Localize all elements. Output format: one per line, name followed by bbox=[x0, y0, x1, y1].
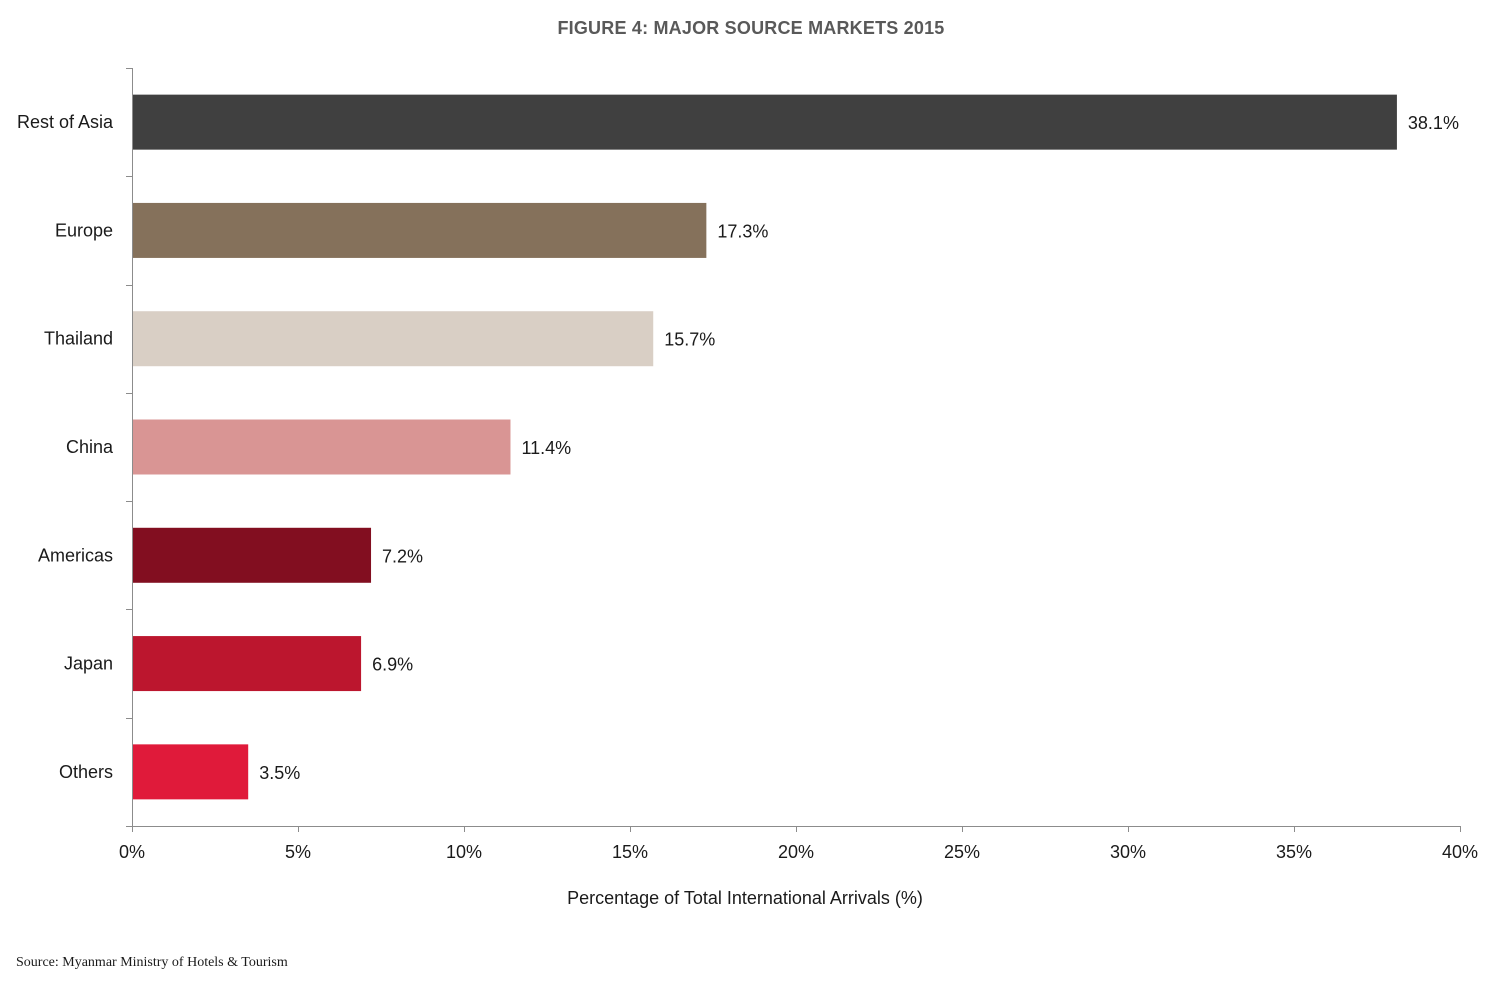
x-axis-title: Percentage of Total International Arriva… bbox=[567, 888, 923, 908]
category-label: Rest of Asia bbox=[17, 112, 114, 132]
x-tick-label: 5% bbox=[285, 842, 311, 862]
bar bbox=[133, 527, 372, 583]
bar-value-label: 6.9% bbox=[372, 655, 413, 675]
bar-value-label: 17.3% bbox=[717, 221, 768, 241]
category-label: Europe bbox=[55, 220, 113, 240]
bar-value-label: 11.4% bbox=[521, 438, 571, 458]
bar-value-label: 7.2% bbox=[382, 546, 423, 566]
bar bbox=[133, 636, 362, 692]
chart-title: FIGURE 4: MAJOR SOURCE MARKETS 2015 bbox=[557, 18, 945, 38]
bar-value-label: 3.5% bbox=[259, 763, 300, 783]
bar bbox=[133, 311, 654, 367]
source-note: Source: Myanmar Ministry of Hotels & Tou… bbox=[16, 955, 288, 970]
x-tick-label: 20% bbox=[778, 842, 814, 862]
x-tick-labels-layer: 0% 5% 10% 15% 20% 25% 30% 35% 40% bbox=[119, 842, 1478, 862]
bar bbox=[133, 202, 707, 258]
x-ticks-layer bbox=[132, 826, 1461, 832]
bar bbox=[133, 94, 1397, 150]
x-tick-label: 15% bbox=[612, 842, 648, 862]
bar bbox=[133, 419, 511, 475]
category-label: Japan bbox=[64, 654, 113, 674]
bars-layer bbox=[133, 94, 1397, 800]
bar bbox=[133, 744, 249, 800]
bar-value-label: 15.7% bbox=[664, 330, 715, 350]
y-ticks-layer bbox=[126, 68, 132, 827]
x-tick-label: 35% bbox=[1276, 842, 1312, 862]
x-tick-label: 0% bbox=[119, 842, 145, 862]
category-labels-layer: Rest of Asia Europe Thailand China Americas J… bbox=[17, 112, 114, 782]
category-label: China bbox=[66, 437, 114, 457]
x-tick-label: 30% bbox=[1110, 842, 1146, 862]
category-label: Americas bbox=[38, 545, 113, 565]
x-tick-label: 25% bbox=[944, 842, 980, 862]
x-tick-label: 10% bbox=[446, 842, 482, 862]
x-tick-label: 40% bbox=[1442, 842, 1478, 862]
category-label: Thailand bbox=[44, 329, 113, 349]
bar-value-label: 38.1% bbox=[1408, 113, 1459, 133]
value-labels-layer: 38.1% 17.3% 15.7% 11.4% 7.2% 6.9% 3.5% bbox=[259, 113, 1459, 783]
category-label: Others bbox=[59, 762, 113, 782]
